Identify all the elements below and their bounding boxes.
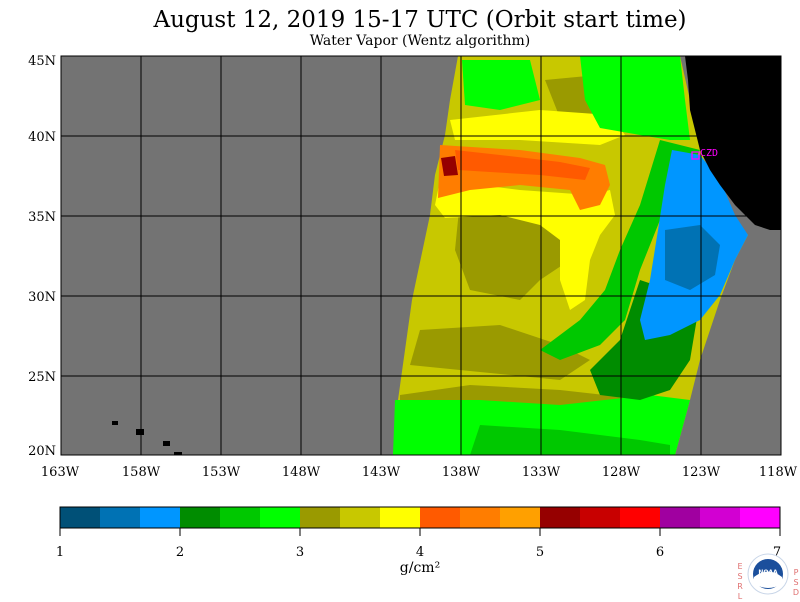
colorbar-swatch [300,507,341,528]
colorbar-swatch [60,507,101,528]
north-america-land [685,56,781,230]
map-border [60,55,782,456]
station-label: CZD [700,148,718,159]
lon-label: 158W [122,465,161,480]
logo-letter: D [792,588,800,597]
lon-label: 118W [759,465,798,480]
colorbar-swatch [380,507,421,528]
logo-letter: R [737,582,743,591]
colorbar-tick: 5 [536,545,544,560]
colorbar-swatch [700,507,741,528]
colorbar-swatch [100,507,141,528]
colorbar-tick: 3 [296,545,304,560]
colorbar-swatch [580,507,621,528]
swath-yellow-band [435,180,615,310]
lat-label: 35N [28,210,56,225]
colorbar-tick: 7 [773,545,781,560]
swath-green-east [540,140,700,360]
swath-dark-red-spot [441,156,458,176]
hawaii-island [174,452,182,455]
logo-letter: S [737,572,743,581]
lon-label: 128W [602,465,641,480]
colorbar-swatch [220,507,261,528]
lon-label: 148W [282,465,321,480]
colorbar-swatch [340,507,381,528]
colorbar-swatch [740,507,781,528]
colorbar-tick: 2 [176,545,184,560]
longitude-labels: 163W 158W 153W 148W 143W 138W 133W 128W … [41,465,798,480]
colorbar-swatch [460,507,501,528]
colorbar-swatch [140,507,181,528]
lon-label: 143W [362,465,401,480]
map-grid [61,56,781,455]
swath-green-band [470,425,670,455]
lon-label: 138W [442,465,481,480]
lat-label: 25N [28,370,56,385]
colorbar-tick-marks [59,528,781,536]
latitude-labels: 45N 40N 35N 30N 25N 20N [28,54,56,459]
swath-green-north [580,56,690,140]
logo-letter: P [793,568,799,577]
hawaii-island [163,441,170,446]
lat-label: 30N [28,290,56,305]
swath-green-north [462,60,540,110]
colorbar-tick: 6 [656,545,664,560]
noaa-logo: NOAA [747,553,789,595]
swath-orange-core [455,150,590,180]
hawaii-island [136,429,144,435]
logo-letter: S [793,578,799,587]
lat-label: 40N [28,130,56,145]
colorbar-swatch [660,507,701,528]
colorbar-swatch [420,507,461,528]
hawaii-island [112,421,118,425]
map-subtitle: Water Vapor (Wentz algorithm) [309,33,531,49]
colorbar-swatch [500,507,541,528]
lon-label: 123W [682,465,721,480]
colorbar-ticks: 1 2 3 4 5 6 7 [56,545,781,560]
colorbar [60,507,781,528]
colorbar-unit: g/cm² [399,560,441,576]
lat-label: 45N [28,54,56,69]
lat-label: 20N [28,444,56,459]
logo-left-letters: E S R L [736,562,744,602]
station-marker [691,151,700,160]
lon-label: 163W [41,465,80,480]
colorbar-tick: 4 [416,545,424,560]
colorbar-tick: 1 [56,545,64,560]
lon-label: 153W [202,465,241,480]
noaa-logo-text: NOAA [758,569,778,576]
logo-right-letters: P S D [792,568,800,598]
swath-blue-dark-coastal [665,225,720,290]
lon-label: 133W [522,465,561,480]
colorbar-swatch [260,507,301,528]
colorbar-swatch [180,507,221,528]
swath-olive-patch [410,325,590,380]
logo-letter: E [737,562,743,571]
map-panel: CZD [61,56,781,455]
logo-letter: L [737,592,743,601]
colorbar-swatch [620,507,661,528]
map-title: August 12, 2019 15-17 UTC (Orbit start t… [153,7,687,33]
colorbar-swatch [540,507,581,528]
